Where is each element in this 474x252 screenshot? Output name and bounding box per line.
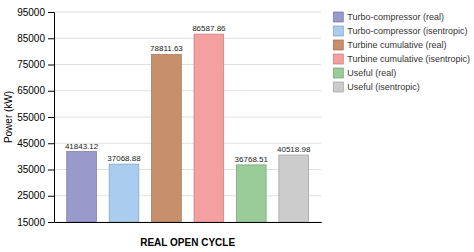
y-tick: 65000 bbox=[17, 85, 54, 96]
y-tick-label: 85000 bbox=[17, 33, 45, 44]
bar bbox=[279, 155, 309, 222]
data-label: 37068.88 bbox=[107, 154, 141, 163]
legend-swatch bbox=[333, 82, 343, 92]
y-tick-label: 95000 bbox=[17, 7, 45, 18]
data-label: 41843.12 bbox=[65, 142, 99, 151]
grid-line bbox=[54, 12, 321, 13]
legend-swatch bbox=[333, 26, 343, 36]
legend-item: Useful (real) bbox=[333, 68, 396, 78]
grid-line bbox=[54, 90, 321, 91]
y-tick: 15000 bbox=[17, 217, 54, 228]
y-tick-mark bbox=[48, 117, 54, 118]
y-tick-mark bbox=[48, 143, 54, 144]
legend-item: Turbine cumulative (isentropic) bbox=[333, 54, 470, 64]
data-label: 86587.86 bbox=[192, 24, 226, 33]
y-tick: 55000 bbox=[17, 112, 54, 123]
grid-line bbox=[54, 64, 321, 65]
y-tick-mark bbox=[48, 91, 54, 92]
y-tick-mark bbox=[48, 196, 54, 197]
plot: 15000 25000 35000 45000 55000 65000 75000 85000… bbox=[17, 7, 322, 228]
y-tick-label: 15000 bbox=[17, 217, 45, 228]
y-tick-mark bbox=[48, 222, 54, 223]
bar bbox=[236, 165, 266, 222]
bar bbox=[194, 34, 224, 222]
y-tick-mark bbox=[48, 38, 54, 39]
bar bbox=[152, 54, 182, 222]
legend-label: Turbine cumulative (real) bbox=[347, 40, 446, 50]
y-tick: 25000 bbox=[17, 190, 54, 201]
grid-line bbox=[54, 117, 321, 118]
y-tick-label: 25000 bbox=[17, 190, 45, 201]
bar bbox=[67, 152, 97, 222]
legend-item: Turbo-compressor (real) bbox=[333, 12, 444, 22]
y-tick-mark bbox=[48, 65, 54, 66]
y-tick: 95000 bbox=[17, 7, 54, 18]
data-label: 36768.51 bbox=[235, 155, 269, 164]
y-tick: 85000 bbox=[17, 33, 54, 44]
bars bbox=[67, 34, 309, 222]
legend-item: Turbine cumulative (real) bbox=[333, 40, 446, 50]
legend-label: Useful (real) bbox=[347, 68, 396, 78]
legend-swatch bbox=[333, 68, 343, 78]
legend-label: Turbo-compressor (real) bbox=[347, 12, 444, 22]
chart: Turbo-compressor (real) Turbo-compressor … bbox=[0, 0, 474, 252]
y-tick-label: 55000 bbox=[17, 112, 45, 123]
grid bbox=[54, 12, 321, 222]
x-axis-title: REAL OPEN CYCLE bbox=[140, 237, 235, 248]
legend-item: Turbo-compressor (isentropic) bbox=[333, 26, 467, 36]
y-tick: 75000 bbox=[17, 59, 54, 70]
y-axis-line bbox=[48, 13, 55, 223]
y-tick-mark bbox=[48, 170, 54, 171]
bar bbox=[109, 164, 139, 222]
legend-item: Useful (isentropic) bbox=[333, 82, 420, 92]
y-tick-label: 65000 bbox=[17, 85, 45, 96]
data-label: 78811.63 bbox=[150, 44, 183, 53]
legend-swatch bbox=[333, 12, 343, 22]
y-tick-label: 75000 bbox=[17, 59, 45, 70]
legend: Turbo-compressor (real) Turbo-compressor … bbox=[333, 12, 470, 92]
legend-swatch bbox=[333, 40, 343, 50]
data-label: 40518.98 bbox=[277, 145, 311, 154]
legend-label: Turbo-compressor (isentropic) bbox=[347, 26, 467, 36]
grid-line bbox=[54, 38, 321, 39]
legend-label: Useful (isentropic) bbox=[347, 82, 420, 92]
legend-label: Turbine cumulative (isentropic) bbox=[347, 54, 470, 64]
x-axis bbox=[55, 222, 322, 223]
x-axis-line bbox=[55, 222, 322, 223]
y-axis-title: Power (kW) bbox=[3, 91, 14, 143]
y-tick-mark bbox=[48, 12, 54, 13]
y-tick-label: 35000 bbox=[17, 164, 45, 175]
y-tick: 35000 bbox=[17, 164, 54, 175]
y-tick-label: 45000 bbox=[17, 138, 45, 149]
data-labels: 41843.12 37068.88 78811.63 86587.86 36768.51… bbox=[65, 24, 311, 164]
y-axis: 15000 25000 35000 45000 55000 65000 75000 85000… bbox=[17, 7, 54, 228]
y-tick: 45000 bbox=[17, 138, 54, 149]
legend-swatch bbox=[333, 54, 343, 64]
